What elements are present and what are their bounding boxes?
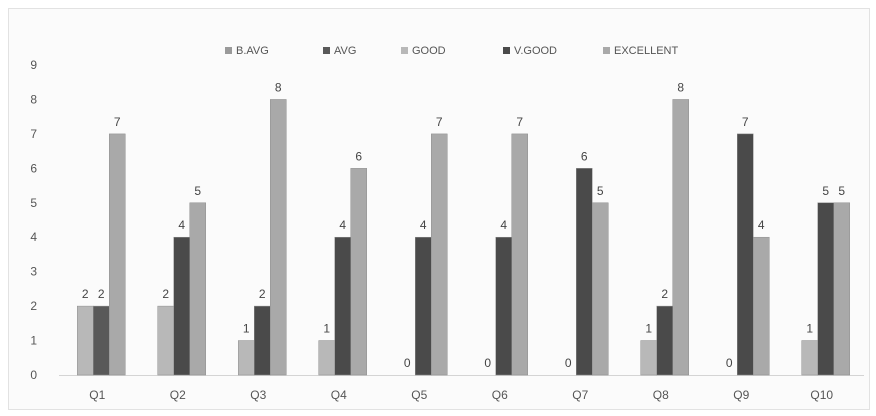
y-tick-label: 0 <box>30 368 37 382</box>
x-tick-label: Q4 <box>331 388 347 402</box>
bar-excellent-q1 <box>109 133 126 376</box>
x-tick-label: Q1 <box>89 388 105 402</box>
data-label: 5 <box>838 184 845 198</box>
x-tick-label: Q9 <box>733 388 749 402</box>
x-tick-label: Q3 <box>250 388 266 402</box>
y-tick-label: 4 <box>30 230 37 244</box>
bar-excellent-q4 <box>350 168 367 376</box>
data-label: 2 <box>661 287 668 301</box>
bar-excellent-q3 <box>270 99 287 376</box>
bar-avg-q1 <box>93 305 110 376</box>
bar-excellent-q5 <box>431 133 448 376</box>
data-label: 4 <box>178 218 185 232</box>
bar-excellent-q7 <box>592 202 609 376</box>
bar-v-good-q3 <box>254 305 271 376</box>
x-tick-label: Q7 <box>572 388 588 402</box>
x-tick-label: Q6 <box>492 388 508 402</box>
data-label: 0 <box>484 356 491 370</box>
x-tick-label: Q8 <box>653 388 669 402</box>
bar-excellent-q10 <box>833 202 850 376</box>
data-label: 4 <box>500 218 507 232</box>
data-label: 0 <box>726 356 733 370</box>
y-tick-label: 1 <box>30 334 37 348</box>
legend-swatch <box>503 47 510 54</box>
bar-excellent-q9 <box>753 236 770 376</box>
data-label: 2 <box>162 287 169 301</box>
legend-swatch <box>401 47 408 54</box>
legend-swatch <box>603 47 610 54</box>
data-label: 4 <box>758 218 765 232</box>
bar-v-good-q4 <box>334 236 351 376</box>
bar-v-good-q7 <box>576 168 593 376</box>
y-tick-label: 3 <box>30 265 37 279</box>
data-label: 8 <box>275 80 282 94</box>
legend-swatch <box>323 47 330 54</box>
y-tick-label: 7 <box>30 127 37 141</box>
data-label: 0 <box>565 356 572 370</box>
bar-excellent-q8 <box>672 99 689 376</box>
bar-v-good-q6 <box>495 236 512 376</box>
bar-excellent-q6 <box>511 133 528 376</box>
data-label: 7 <box>516 115 523 129</box>
data-label: 8 <box>677 80 684 94</box>
legend-label: V.GOOD <box>514 45 557 57</box>
bar-v-good-q10 <box>817 202 834 376</box>
bar-good-q3 <box>238 340 255 376</box>
data-label: 1 <box>243 322 250 336</box>
bar-v-good-q8 <box>656 305 673 376</box>
data-label: 2 <box>259 287 266 301</box>
legend-label: B.AVG <box>236 45 269 57</box>
data-label: 6 <box>581 149 588 163</box>
data-label: 7 <box>742 115 749 129</box>
data-label: 5 <box>194 184 201 198</box>
legend-swatch <box>225 47 232 54</box>
bar-good-q10 <box>801 340 818 376</box>
data-label: 1 <box>323 322 330 336</box>
bar-good-q8 <box>640 340 657 376</box>
bar-good-q2 <box>157 305 174 376</box>
data-label: 6 <box>355 149 362 163</box>
data-label: 4 <box>339 218 346 232</box>
bar-good-q1 <box>77 305 94 376</box>
bar-v-good-q2 <box>173 236 190 376</box>
y-tick-label: 9 <box>30 58 37 72</box>
y-tick-label: 8 <box>30 92 37 106</box>
data-label: 0 <box>404 356 411 370</box>
legend-label: EXCELLENT <box>614 45 678 57</box>
chart-area: 0 1 2 3 4 5 6 7 8 9 2 2 7 Q1 2 4 5 Q2 1 2 8 Q3 1 4 6 Q4 0 4 7 Q5 0 4 7 Q6… <box>8 8 870 410</box>
data-label: 2 <box>98 287 105 301</box>
data-label: 7 <box>436 115 443 129</box>
bar-excellent-q2 <box>189 202 206 376</box>
bar-v-good-q5 <box>415 236 432 376</box>
bar-v-good-q9 <box>737 133 754 376</box>
data-label: 5 <box>597 184 604 198</box>
y-tick-label: 2 <box>30 299 37 313</box>
data-label: 4 <box>420 218 427 232</box>
data-label: 1 <box>806 322 813 336</box>
data-label: 5 <box>822 184 829 198</box>
bar-chart: 0123456789227Q1245Q2128Q3146Q4047Q5047Q6… <box>30 45 864 402</box>
bar-good-q4 <box>318 340 335 376</box>
y-tick-label: 5 <box>30 196 37 210</box>
legend-label: AVG <box>334 45 356 57</box>
data-label: 2 <box>82 287 89 301</box>
x-tick-label: Q5 <box>411 388 427 402</box>
data-label: 7 <box>114 115 121 129</box>
x-tick-label: Q10 <box>810 388 833 402</box>
y-tick-label: 6 <box>30 161 37 175</box>
legend-label: GOOD <box>412 45 446 57</box>
data-label: 1 <box>645 322 652 336</box>
x-tick-label: Q2 <box>170 388 186 402</box>
